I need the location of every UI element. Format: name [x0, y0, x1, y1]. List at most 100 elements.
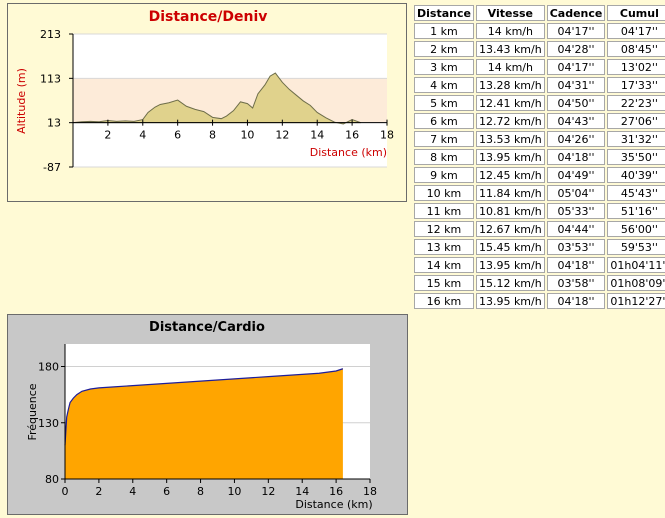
- split-table: Distance Vitesse Cadence Cumul 1 km 14 km…: [412, 3, 665, 311]
- cardio-x-tick-label: 0: [62, 485, 69, 498]
- table-row: 13 km 15.45 km/h 03'53'' 59'53'': [414, 239, 665, 255]
- table-row: 8 km 13.95 km/h 04'18'' 35'50'': [414, 149, 665, 165]
- cell-cumul: 01h12'27'': [607, 293, 665, 309]
- header-cadence: Cadence: [546, 5, 606, 21]
- deniv-x-tick-label: 16: [345, 129, 359, 142]
- cell-distance: 10 km: [414, 185, 474, 201]
- cardio-x-tick-label: 2: [95, 485, 102, 498]
- cardio-x-tick-label: 6: [163, 485, 170, 498]
- cardio-x-axis-label: Distance (km): [295, 498, 372, 511]
- cell-cadence: 04'50'': [546, 95, 606, 111]
- deniv-x-tick-label: 6: [174, 129, 181, 142]
- cardio-x-tick-label: 16: [329, 485, 343, 498]
- cell-vitesse: 13.95 km/h: [475, 293, 545, 309]
- table-row: 16 km 13.95 km/h 04'18'' 01h12'27'': [414, 293, 665, 309]
- cell-vitesse: 12.67 km/h: [475, 221, 545, 237]
- table-row: 5 km 12.41 km/h 04'50'' 22'23'': [414, 95, 665, 111]
- cell-cadence: 04'49'': [546, 167, 606, 183]
- cell-cadence: 04'44'': [546, 221, 606, 237]
- cardio-chart-title: Distance/Cardio: [149, 320, 265, 335]
- cell-cumul: 04'17'': [607, 23, 665, 39]
- table-row: 7 km 13.53 km/h 04'26'' 31'32'': [414, 131, 665, 147]
- cell-distance: 2 km: [414, 41, 474, 57]
- cell-cadence: 05'33'': [546, 203, 606, 219]
- cardio-heart-rate-area: [65, 368, 343, 479]
- cell-distance: 6 km: [414, 113, 474, 129]
- table-row: 9 km 12.45 km/h 04'49'' 40'39'': [414, 167, 665, 183]
- cell-vitesse: 14 km/h: [475, 23, 545, 39]
- cell-distance: 11 km: [414, 203, 474, 219]
- deniv-chart-panel: Distance/Deniv -87 13 113 213 2 4 6 8 10 12 14 16 1…: [7, 3, 407, 202]
- cell-cumul: 45'43'': [607, 185, 665, 201]
- cardio-x-tick-label: 14: [295, 485, 309, 498]
- cell-cumul: 08'45'': [607, 41, 665, 57]
- cell-distance: 16 km: [414, 293, 474, 309]
- cardio-y-tick-label: 80: [45, 473, 59, 486]
- cell-vitesse: 15.12 km/h: [475, 275, 545, 291]
- deniv-x-tick-label: 2: [104, 129, 111, 142]
- table-row: 2 km 13.43 km/h 04'28'' 08'45'': [414, 41, 665, 57]
- cell-cadence: 04'18'': [546, 293, 606, 309]
- deniv-x-axis-label: Distance (km): [310, 146, 387, 159]
- cardio-heart-rate-line: [64, 368, 344, 446]
- cell-vitesse: 15.45 km/h: [475, 239, 545, 255]
- cardio-chart-panel: Distance/Cardio 80 130 180 0 2 4 6 8 10 12 14 16 18…: [7, 314, 408, 515]
- cell-vitesse: 13.95 km/h: [475, 149, 545, 165]
- deniv-x-tick-label: 14: [310, 129, 324, 142]
- header-vitesse: Vitesse: [475, 5, 545, 21]
- cell-distance: 8 km: [414, 149, 474, 165]
- cardio-x-tick-label: 18: [363, 485, 377, 498]
- cell-cadence: 04'43'': [546, 113, 606, 129]
- cell-distance: 7 km: [414, 131, 474, 147]
- cell-cumul: 17'33'': [607, 77, 665, 93]
- cell-cadence: 04'18'': [546, 149, 606, 165]
- cell-cumul: 27'06'': [607, 113, 665, 129]
- table-row: 11 km 10.81 km/h 05'33'' 51'16'': [414, 203, 665, 219]
- cell-vitesse: 12.72 km/h: [475, 113, 545, 129]
- table-row: 15 km 15.12 km/h 03'58'' 01h08'09'': [414, 275, 665, 291]
- deniv-y-tick-label: 13: [47, 117, 61, 130]
- cell-distance: 12 km: [414, 221, 474, 237]
- cell-cumul: 40'39'': [607, 167, 665, 183]
- cardio-y-tick-label: 130: [38, 417, 59, 430]
- table-row: 6 km 12.72 km/h 04'43'' 27'06'': [414, 113, 665, 129]
- table-row: 3 km 14 km/h 04'17'' 13'02'': [414, 59, 665, 75]
- cardio-x-tick-label: 10: [227, 485, 241, 498]
- cell-distance: 1 km: [414, 23, 474, 39]
- cell-cadence: 04'28'': [546, 41, 606, 57]
- cell-vitesse: 13.43 km/h: [475, 41, 545, 57]
- cell-vitesse: 10.81 km/h: [475, 203, 545, 219]
- cell-cumul: 01h04'11'': [607, 257, 665, 273]
- cell-distance: 4 km: [414, 77, 474, 93]
- deniv-altitude-area: [72, 72, 362, 125]
- deniv-x-tick-label: 12: [275, 129, 289, 142]
- cell-cadence: 04'26'': [546, 131, 606, 147]
- deniv-chart-title: Distance/Deniv: [149, 9, 268, 25]
- cell-cadence: 04'17'': [546, 23, 606, 39]
- cell-distance: 14 km: [414, 257, 474, 273]
- table-row: 10 km 11.84 km/h 05'04'' 45'43'': [414, 185, 665, 201]
- cell-vitesse: 11.84 km/h: [475, 185, 545, 201]
- cardio-chart: Distance/Cardio 80 130 180 0 2 4 6 8 10 12 14 16 18…: [26, 320, 377, 511]
- header-distance: Distance: [414, 5, 474, 21]
- deniv-y-tick-label: 213: [40, 28, 61, 41]
- deniv-y-tick-label: 113: [40, 72, 61, 85]
- cell-cadence: 03'58'': [546, 275, 606, 291]
- deniv-chart: Distance/Deniv -87 13 113 213 2 4 6 8 10 12 14 16 1…: [15, 9, 394, 174]
- cell-cumul: 35'50'': [607, 149, 665, 165]
- cell-distance: 5 km: [414, 95, 474, 111]
- split-table-header-row: Distance Vitesse Cadence Cumul: [414, 5, 665, 21]
- cell-cadence: 04'17'': [546, 59, 606, 75]
- cell-cumul: 13'02'': [607, 59, 665, 75]
- cell-distance: 3 km: [414, 59, 474, 75]
- cell-cadence: 03'53'': [546, 239, 606, 255]
- cell-vitesse: 13.53 km/h: [475, 131, 545, 147]
- cell-vitesse: 13.28 km/h: [475, 77, 545, 93]
- deniv-y-tick-label: -87: [43, 161, 61, 174]
- deniv-x-tick-label: 8: [209, 129, 216, 142]
- cell-vitesse: 12.41 km/h: [475, 95, 545, 111]
- table-row: 14 km 13.95 km/h 04'18'' 01h04'11'': [414, 257, 665, 273]
- cell-cumul: 31'32'': [607, 131, 665, 147]
- cell-distance: 13 km: [414, 239, 474, 255]
- cell-cumul: 51'16'': [607, 203, 665, 219]
